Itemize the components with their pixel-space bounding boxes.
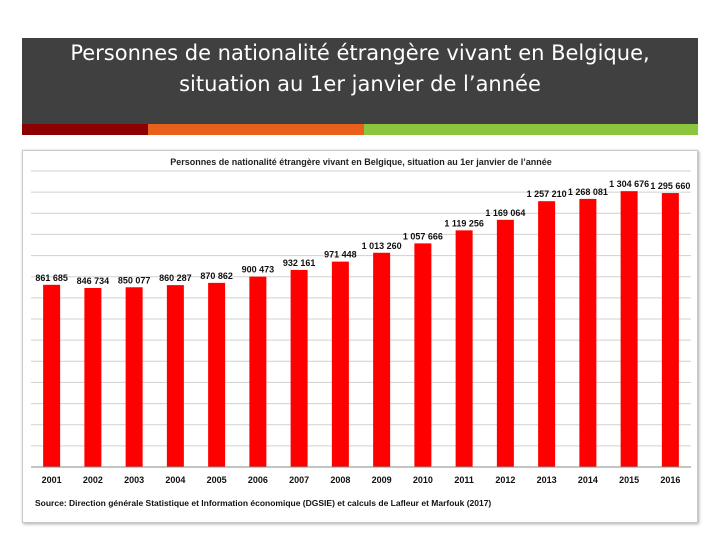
slide-title: Personnes de nationalité étrangère vivan…	[22, 38, 698, 124]
value-label-2003: 850 077	[118, 275, 151, 285]
x-tick-label-2008: 2008	[330, 475, 350, 485]
accent-bar-green	[364, 124, 698, 135]
bar-2013	[538, 201, 556, 467]
bar-2003	[125, 287, 143, 467]
x-tick-label-2013: 2013	[537, 475, 557, 485]
x-tick-label-2007: 2007	[289, 475, 309, 485]
x-tick-label-2006: 2006	[248, 475, 268, 485]
value-labels: 861 685 846 734 850 077 860 287 870 862 900 4…	[35, 179, 690, 286]
bar-2011	[455, 230, 473, 467]
bar-2009	[373, 252, 391, 467]
x-tick-label-2010: 2010	[413, 475, 433, 485]
x-tick-label-2004: 2004	[165, 475, 185, 485]
bar-2014	[579, 198, 597, 467]
value-label-2010: 1 057 666	[403, 231, 443, 241]
value-label-2011: 1 119 256	[444, 218, 484, 228]
value-label-2014: 1 268 081	[568, 187, 608, 197]
accent-bar-dark-red	[22, 124, 148, 135]
chart-source: Source: Direction générale Statistique e…	[35, 498, 491, 508]
value-label-2007: 932 161	[283, 258, 316, 268]
value-label-2005: 870 862	[200, 271, 233, 281]
slide-title-line-2: situation au 1er janvier de l’année	[179, 72, 541, 96]
bars	[43, 191, 679, 467]
value-label-2015: 1 304 676	[609, 179, 649, 189]
value-label-2001: 861 685	[35, 273, 68, 283]
value-label-2006: 900 473	[242, 265, 275, 275]
value-label-2012: 1 169 064	[485, 208, 525, 218]
bar-2006	[249, 276, 267, 467]
x-tick-label-2011: 2011	[454, 475, 474, 485]
chart-title: Personnes de nationalité étrangère vivan…	[170, 157, 552, 167]
value-label-2016: 1 295 660	[650, 181, 690, 191]
x-tick-label-2012: 2012	[495, 475, 515, 485]
bar-2008	[331, 261, 349, 467]
chart-frame: Personnes de nationalité étrangère vivan…	[22, 150, 698, 523]
bar-2004	[166, 285, 184, 467]
bar-2002	[84, 287, 102, 467]
x-tick-label-2016: 2016	[660, 475, 680, 485]
x-tick-label-2002: 2002	[83, 475, 103, 485]
x-tick-label-2009: 2009	[372, 475, 392, 485]
bar-2007	[290, 269, 308, 467]
bar-2012	[496, 219, 514, 467]
x-tick-label-2014: 2014	[578, 475, 598, 485]
x-tick-label-2001: 2001	[42, 475, 62, 485]
bar-chart: Personnes de nationalité étrangère vivan…	[31, 157, 691, 508]
bar-2005	[208, 282, 226, 467]
bar-2015	[620, 191, 638, 467]
bar-2016	[661, 193, 679, 467]
x-tick-label-2005: 2005	[207, 475, 227, 485]
value-label-2002: 846 734	[77, 276, 110, 286]
bar-2001	[43, 284, 61, 467]
value-label-2013: 1 257 210	[527, 189, 567, 199]
value-label-2009: 1 013 260	[362, 241, 402, 251]
accent-bar-orange	[148, 124, 364, 135]
bar-2010	[414, 243, 432, 467]
x-tick-label-2003: 2003	[124, 475, 144, 485]
value-label-2004: 860 287	[159, 273, 192, 283]
value-label-2008: 971 448	[324, 250, 357, 260]
slide-title-line-1: Personnes de nationalité étrangère vivan…	[70, 41, 650, 65]
x-tick-label-2015: 2015	[619, 475, 639, 485]
x-axis-ticks: 2001 2002 2003 2004 2005 2006 2007 2008 2009 2010…	[42, 475, 681, 485]
